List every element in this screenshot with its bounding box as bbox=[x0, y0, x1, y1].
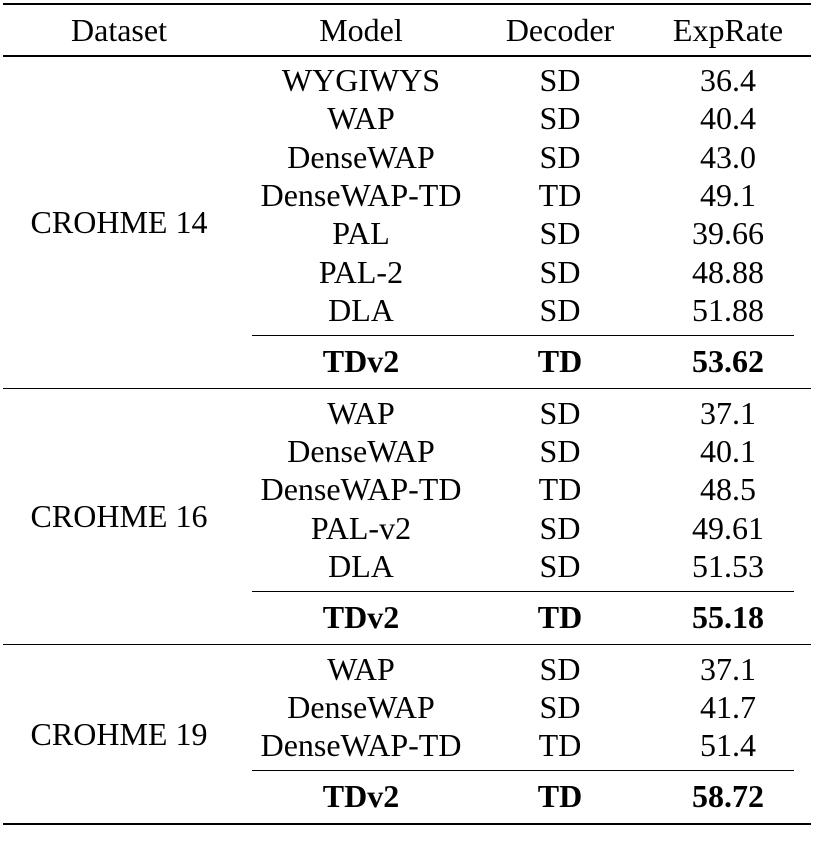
best-result-row: TDv2 TD 53.62 bbox=[3, 336, 811, 388]
model-cell: WAP bbox=[327, 100, 395, 137]
dataset-name: CROHME 19 bbox=[30, 715, 208, 752]
decoder-cell: SD bbox=[539, 689, 581, 725]
exprate-cell: 40.1 bbox=[700, 433, 756, 470]
decoder-cell: SD bbox=[539, 253, 581, 290]
table-row: PAL-2 SD 48.88 bbox=[3, 253, 811, 291]
decoder-cell: TD bbox=[538, 471, 582, 508]
table-row: DenseWAP SD 40.1 bbox=[3, 432, 811, 470]
model-cell: TDv2 bbox=[322, 343, 400, 380]
exprate-cell: 48.88 bbox=[692, 253, 764, 290]
exprate-cell: 55.18 bbox=[692, 599, 764, 636]
header-model: Model bbox=[319, 11, 403, 48]
decoder-cell: TD bbox=[537, 599, 583, 636]
table-row: WYGIWYS SD 36.4 bbox=[3, 62, 811, 100]
header-dataset: Dataset bbox=[71, 11, 167, 48]
table-row: DenseWAP-TD TD 51.4 bbox=[3, 727, 811, 765]
table-row: PAL-v2 SD 49.61 bbox=[3, 509, 811, 547]
decoder-cell: TD bbox=[537, 343, 583, 380]
model-cell: TDv2 bbox=[322, 778, 400, 815]
section-divider bbox=[252, 769, 794, 771]
model-cell: DLA bbox=[328, 291, 394, 328]
section-divider bbox=[252, 334, 794, 336]
section-rule bbox=[3, 387, 811, 390]
table-row: WAP SD 37.1 bbox=[3, 394, 811, 432]
decoder-cell: SD bbox=[539, 100, 581, 137]
decoder-cell: SD bbox=[539, 138, 581, 175]
model-cell: PAL-v2 bbox=[310, 509, 412, 546]
exprate-cell: 48.5 bbox=[700, 471, 756, 508]
bottom-rule bbox=[3, 822, 811, 825]
decoder-cell: SD bbox=[539, 433, 581, 470]
table-section: CROHME 19 WAP SD 37.1 DenseWAP SD 41.7 DenseWAP… bbox=[3, 645, 811, 823]
header-rule bbox=[3, 55, 811, 57]
model-cell: WYGIWYS bbox=[281, 62, 441, 99]
exprate-cell: 49.1 bbox=[700, 177, 756, 214]
exprate-cell: 39.66 bbox=[692, 215, 764, 252]
exprate-cell: 51.53 bbox=[692, 547, 764, 584]
model-cell: DLA bbox=[328, 547, 394, 584]
exprate-cell: 53.62 bbox=[692, 343, 764, 380]
table-row: DenseWAP SD 41.7 bbox=[3, 688, 811, 726]
model-cell: TDv2 bbox=[322, 599, 400, 636]
header-exprate: ExpRate bbox=[672, 11, 784, 48]
table-section: CROHME 14 WYGIWYS SD 36.4 WAP SD 40.4 DenseWAP S… bbox=[3, 57, 811, 388]
table-row: WAP SD 37.1 bbox=[3, 650, 811, 688]
best-result-row: TDv2 TD 58.72 bbox=[3, 771, 811, 823]
model-cell: DenseWAP bbox=[287, 138, 435, 175]
table-row: DLA SD 51.88 bbox=[3, 291, 811, 329]
decoder-cell: SD bbox=[539, 394, 581, 431]
decoder-cell: TD bbox=[538, 177, 582, 214]
exprate-cell: 40.4 bbox=[700, 100, 756, 137]
exprate-cell: 37.1 bbox=[700, 394, 756, 431]
table-body: CROHME 14 WYGIWYS SD 36.4 WAP SD 40.4 DenseWAP S… bbox=[3, 57, 811, 825]
header-decoder: Decoder bbox=[505, 11, 615, 48]
results-table: Dataset Model Decoder ExpRate CROHME 14 W… bbox=[3, 3, 811, 825]
top-rule bbox=[3, 3, 811, 5]
table-row: DenseWAP SD 43.0 bbox=[3, 138, 811, 176]
model-cell: PAL-2 bbox=[318, 253, 404, 290]
section-divider bbox=[252, 590, 794, 592]
exprate-cell: 37.1 bbox=[700, 650, 756, 687]
model-cell: DenseWAP-TD bbox=[260, 177, 462, 214]
model-cell: WAP bbox=[327, 650, 395, 687]
decoder-cell: SD bbox=[539, 509, 581, 546]
decoder-cell: TD bbox=[537, 778, 583, 815]
exprate-cell: 36.4 bbox=[700, 62, 756, 99]
exprate-cell: 49.61 bbox=[692, 509, 764, 546]
decoder-cell: SD bbox=[539, 650, 581, 687]
model-cell: DenseWAP-TD bbox=[260, 727, 462, 764]
decoder-cell: SD bbox=[539, 62, 581, 99]
exprate-cell: 51.4 bbox=[700, 727, 756, 764]
model-cell: PAL bbox=[332, 215, 390, 252]
table-row: DLA SD 51.53 bbox=[3, 547, 811, 585]
model-cell: WAP bbox=[327, 394, 395, 431]
exprate-cell: 51.88 bbox=[692, 291, 764, 328]
table-header: Dataset Model Decoder ExpRate bbox=[3, 5, 811, 55]
section-rule bbox=[3, 643, 811, 646]
decoder-cell: SD bbox=[539, 215, 581, 252]
table-row: DenseWAP-TD TD 49.1 bbox=[3, 176, 811, 214]
decoder-cell: SD bbox=[539, 547, 581, 584]
table-row: WAP SD 40.4 bbox=[3, 100, 811, 138]
table-row: DenseWAP-TD TD 48.5 bbox=[3, 471, 811, 509]
model-cell: DenseWAP-TD bbox=[260, 471, 462, 508]
decoder-cell: TD bbox=[538, 727, 582, 764]
exprate-cell: 43.0 bbox=[700, 138, 756, 175]
decoder-cell: SD bbox=[539, 291, 581, 328]
exprate-cell: 58.72 bbox=[692, 778, 764, 815]
model-cell: DenseWAP bbox=[287, 433, 435, 470]
dataset-name: CROHME 16 bbox=[30, 497, 208, 534]
table-section: CROHME 16 WAP SD 37.1 DenseWAP SD 40.1 DenseWAP… bbox=[3, 389, 811, 643]
exprate-cell: 41.7 bbox=[700, 689, 756, 725]
table-row: PAL SD 39.66 bbox=[3, 215, 811, 253]
best-result-row: TDv2 TD 55.18 bbox=[3, 592, 811, 644]
dataset-name: CROHME 14 bbox=[30, 203, 208, 240]
model-cell: DenseWAP bbox=[287, 689, 435, 725]
